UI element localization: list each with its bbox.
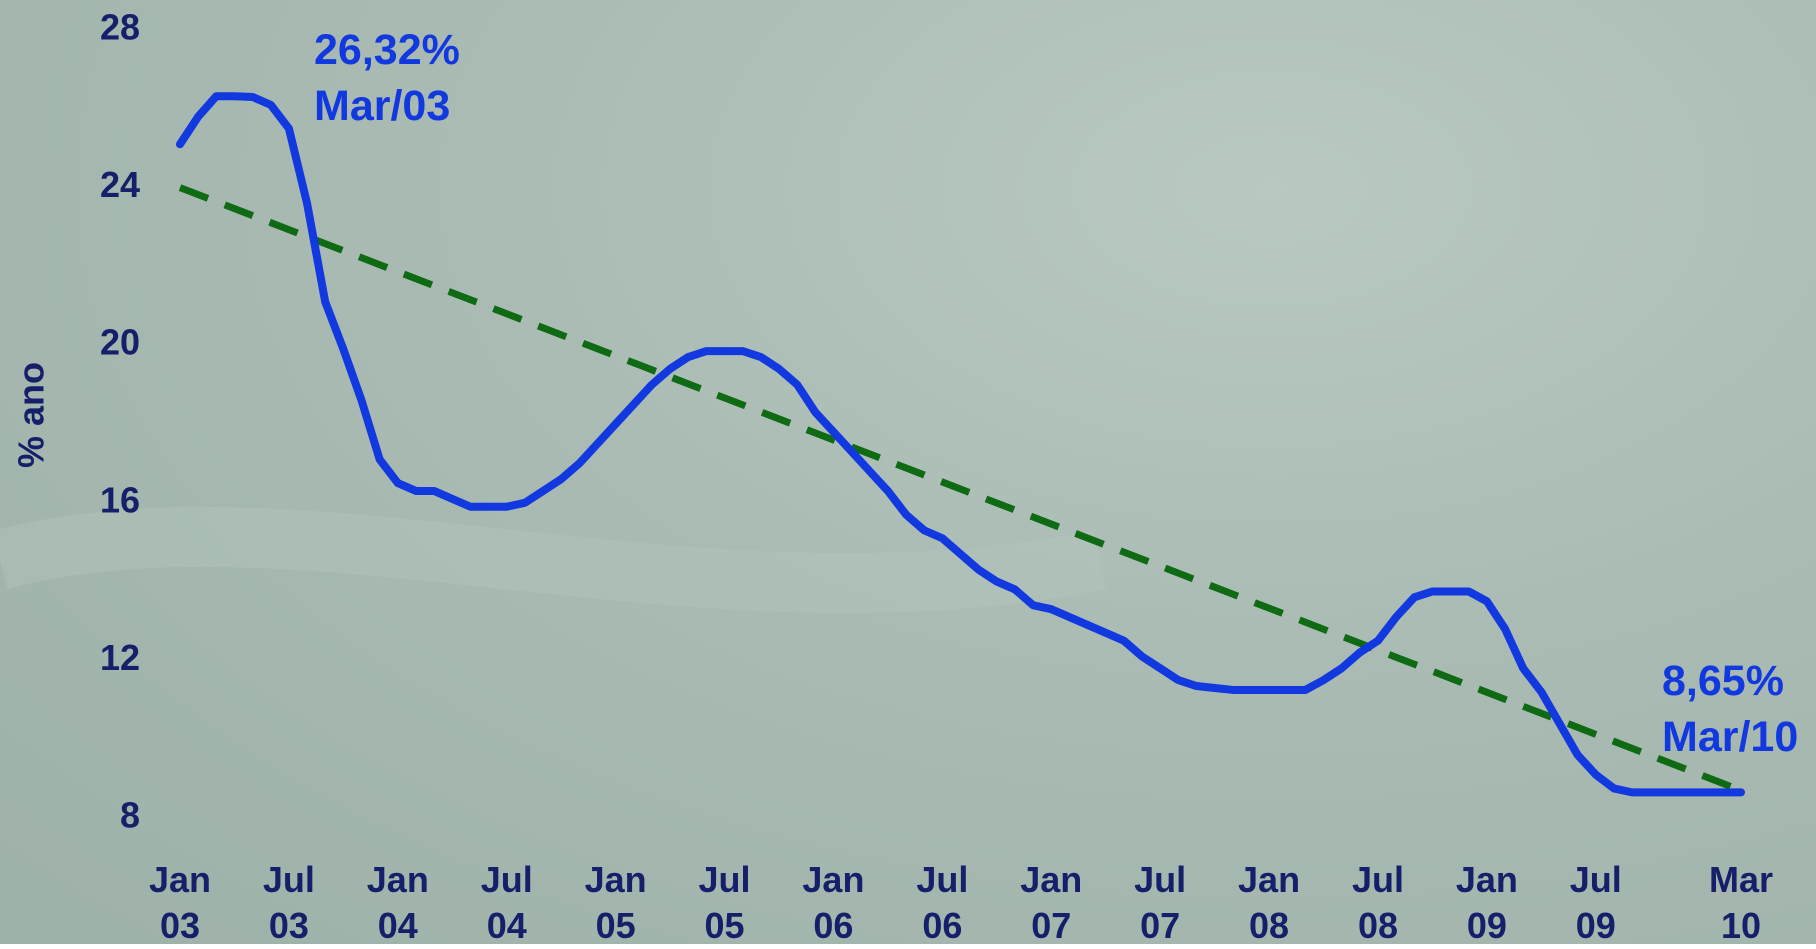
line-series xyxy=(176,92,1745,797)
x-tick-label: Jan 03 xyxy=(148,859,212,946)
y-tick-label: 24 xyxy=(100,164,140,205)
x-tick-label: Jul 06 xyxy=(916,859,969,946)
x-tick-label: Jul 05 xyxy=(698,859,751,946)
annotation-value: 8,65% xyxy=(1662,657,1784,705)
x-tick-label: Jan 07 xyxy=(1020,859,1083,946)
annotation-date: Mar/10 xyxy=(1662,713,1799,761)
x-tick-label: Jul 03 xyxy=(262,859,315,946)
x-tick-label: Jul 07 xyxy=(1134,859,1187,946)
x-tick-label: Jan 05 xyxy=(584,859,647,946)
y-tick-label: 28 xyxy=(100,7,140,48)
x-tick-label: Jul 04 xyxy=(480,859,533,946)
x-tick-label: Jul 08 xyxy=(1351,859,1404,946)
background-decoration xyxy=(0,506,1106,614)
x-tick-label: Jan 06 xyxy=(802,859,865,946)
y-tick-label: 12 xyxy=(100,637,140,678)
trend-line xyxy=(178,184,1743,794)
annotation-date: Mar/03 xyxy=(314,82,451,130)
y-axis-label: % ano xyxy=(11,362,52,468)
y-tick-label: 16 xyxy=(100,479,140,520)
x-tick-label: Jul 09 xyxy=(1569,859,1622,946)
x-tick-label: Mar 10 xyxy=(1708,859,1774,946)
y-tick-label: 8 xyxy=(120,795,140,836)
annotation-value: 26,32% xyxy=(314,26,460,74)
x-tick-label: Jan 08 xyxy=(1238,859,1301,946)
x-tick-label: Jan 04 xyxy=(366,859,429,946)
x-tick-label: Jan 09 xyxy=(1455,859,1518,946)
y-tick-label: 20 xyxy=(100,322,140,363)
